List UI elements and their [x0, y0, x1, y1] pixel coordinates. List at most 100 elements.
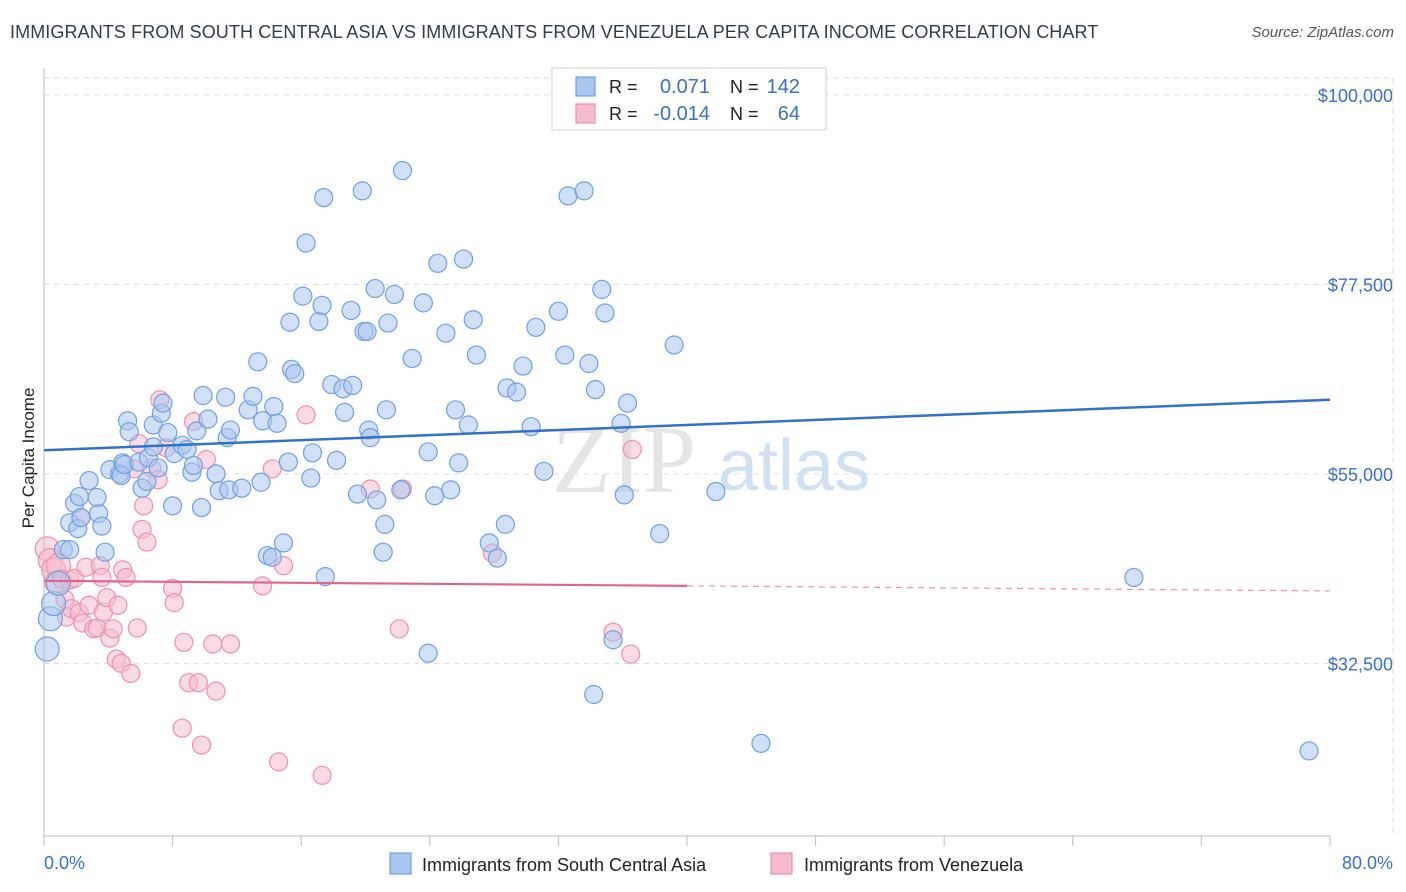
point-south-central-asia-102 — [453, 249, 474, 269]
point-venezuela-47 — [191, 735, 212, 755]
point-south-central-asia-44 — [216, 387, 236, 407]
point-venezuela-43 — [174, 632, 194, 652]
point-venezuela-49 — [203, 634, 223, 654]
point-venezuela-52 — [253, 576, 273, 596]
trend-line-venezuela-extension — [686, 585, 1331, 592]
point-venezuela-23 — [103, 619, 123, 639]
bottom-legend-swatch-blue — [389, 852, 412, 875]
point-south-central-asia-56 — [264, 396, 284, 417]
point-venezuela-50 — [206, 681, 226, 701]
point-south-central-asia-47 — [220, 420, 241, 440]
point-south-central-asia-63 — [293, 286, 313, 306]
legend-n-label-2: N = — [730, 104, 759, 124]
point-south-central-asia-24 — [137, 471, 157, 492]
trend-line-venezuela — [43, 579, 688, 587]
point-south-central-asia-78 — [352, 181, 372, 201]
point-south-central-asia-108 — [495, 514, 515, 534]
legend-swatch-pink — [575, 103, 596, 124]
point-south-central-asia-69 — [314, 187, 334, 208]
point-south-central-asia-60 — [280, 312, 300, 332]
point-south-central-asia-13 — [92, 516, 112, 536]
legend-n-value-1: 142 — [767, 76, 800, 98]
point-south-central-asia-112 — [521, 417, 541, 437]
point-south-central-asia-130 — [751, 733, 771, 753]
x-tick-label-min: 0.0% — [44, 853, 85, 873]
trend-lines — [43, 398, 1331, 592]
point-south-central-asia-8 — [69, 486, 89, 507]
bottom-legend: Immigrants from South Central Asia Immig… — [389, 852, 1024, 875]
point-south-central-asia-121 — [592, 279, 612, 299]
point-south-central-asia-89 — [384, 284, 405, 305]
point-venezuela-59 — [389, 619, 409, 639]
point-south-central-asia-65 — [301, 468, 321, 488]
point-south-central-asia-52 — [251, 472, 271, 492]
point-south-central-asia-62 — [285, 364, 305, 384]
point-south-central-asia-37 — [183, 455, 204, 476]
point-south-central-asia-115 — [548, 301, 569, 321]
point-south-central-asia-38 — [187, 421, 207, 441]
trend-line-south-central-asia — [43, 398, 1331, 452]
point-south-central-asia-67 — [309, 311, 329, 332]
point-south-central-asia-30 — [153, 393, 173, 413]
point-south-central-asia-68 — [312, 295, 332, 315]
point-south-central-asia-133 — [584, 684, 604, 705]
point-south-central-asia-58 — [273, 533, 294, 553]
point-south-central-asia-73 — [335, 402, 355, 422]
point-south-central-asia-21 — [119, 422, 139, 442]
point-south-central-asia-12 — [87, 487, 107, 508]
y-tick-label-2: $77,500 — [1328, 275, 1393, 295]
point-south-central-asia-114 — [534, 461, 554, 481]
legend-n-label-1: N = — [730, 77, 759, 97]
point-venezuela-42 — [172, 718, 192, 738]
point-south-central-asia-72 — [326, 450, 347, 470]
x-tick-label-max: 80.0% — [1342, 853, 1393, 873]
point-south-central-asia-92 — [402, 348, 422, 369]
point-venezuela-35 — [137, 532, 157, 552]
point-venezuela-19 — [92, 567, 112, 588]
point-south-central-asia-40 — [191, 497, 212, 518]
point-south-central-asia-32 — [163, 496, 183, 516]
point-venezuela-54 — [269, 752, 289, 772]
point-venezuela-46 — [188, 673, 208, 693]
y-tick-labels: $32,500 $55,000 $77,500 $100,000 — [1318, 86, 1393, 674]
point-south-central-asia-126 — [617, 393, 638, 413]
point-south-central-asia-10 — [79, 470, 99, 491]
axes — [43, 68, 1331, 846]
point-south-central-asia-48 — [232, 478, 252, 498]
point-south-central-asia-100 — [445, 400, 466, 420]
point-venezuela-34 — [134, 496, 154, 516]
point-south-central-asia-70 — [315, 566, 335, 587]
point-south-central-asia-51 — [248, 352, 268, 372]
point-south-central-asia-113 — [526, 317, 546, 337]
chart-source: Source: ZipAtlas.com — [1251, 24, 1394, 41]
point-south-central-asia-3 — [45, 570, 72, 596]
point-south-central-asia-93 — [413, 293, 433, 313]
point-south-central-asia-77 — [347, 484, 368, 504]
point-south-central-asia-131 — [1124, 567, 1144, 588]
point-south-central-asia-129 — [706, 481, 726, 502]
point-south-central-asia-97 — [428, 253, 448, 273]
point-south-central-asia-91 — [392, 161, 413, 181]
point-south-central-asia-15 — [95, 542, 115, 562]
point-venezuela-56 — [296, 405, 316, 425]
point-south-central-asia-118 — [574, 181, 594, 201]
point-venezuela-64 — [622, 439, 642, 460]
point-south-central-asia-95 — [418, 643, 438, 663]
point-south-central-asia-119 — [579, 353, 599, 374]
point-south-central-asia-50 — [243, 386, 263, 406]
point-south-central-asia-35 — [177, 439, 197, 460]
point-south-central-asia-128 — [664, 335, 684, 355]
point-south-central-asia-120 — [585, 380, 605, 400]
point-south-central-asia-85 — [373, 542, 393, 562]
point-south-central-asia-55 — [262, 547, 282, 567]
y-tick-label-0: $32,500 — [1328, 654, 1393, 674]
chart-title: IMMIGRANTS FROM SOUTH CENTRAL ASIA VS IM… — [10, 22, 1099, 42]
point-south-central-asia-127 — [650, 524, 670, 544]
point-south-central-asia-105 — [466, 345, 487, 365]
point-south-central-asia-41 — [198, 409, 218, 429]
point-south-central-asia-132 — [1299, 741, 1319, 761]
point-south-central-asia-57 — [267, 413, 287, 433]
point-south-central-asia-87 — [376, 400, 396, 420]
bottom-legend-swatch-pink — [770, 852, 793, 875]
